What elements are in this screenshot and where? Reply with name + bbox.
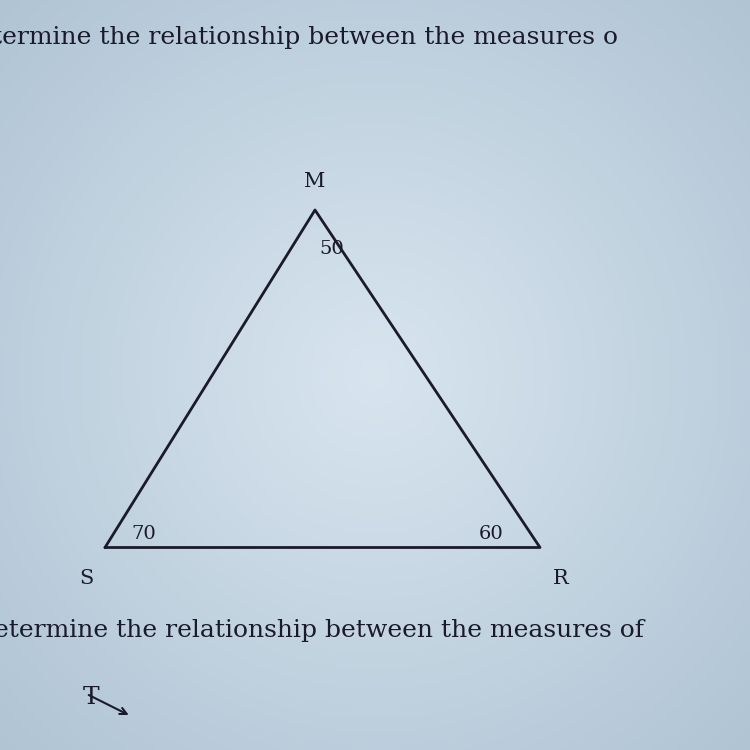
Text: T: T [82, 686, 99, 709]
Text: termine the relationship between the measures o: termine the relationship between the mea… [0, 26, 619, 50]
Text: R: R [553, 569, 568, 589]
Text: M: M [304, 172, 326, 191]
Text: 70: 70 [132, 525, 156, 543]
Text: determine the relationship between the measures of: determine the relationship between the m… [0, 619, 644, 642]
Text: S: S [80, 569, 94, 589]
Text: 50: 50 [320, 240, 344, 258]
Text: 60: 60 [478, 525, 504, 543]
